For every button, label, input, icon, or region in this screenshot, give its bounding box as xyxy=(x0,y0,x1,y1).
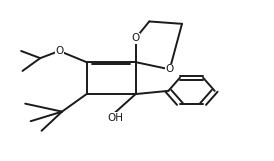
Text: OH: OH xyxy=(107,113,123,123)
Text: O: O xyxy=(165,64,174,74)
Text: O: O xyxy=(55,46,63,56)
Text: O: O xyxy=(132,33,140,43)
